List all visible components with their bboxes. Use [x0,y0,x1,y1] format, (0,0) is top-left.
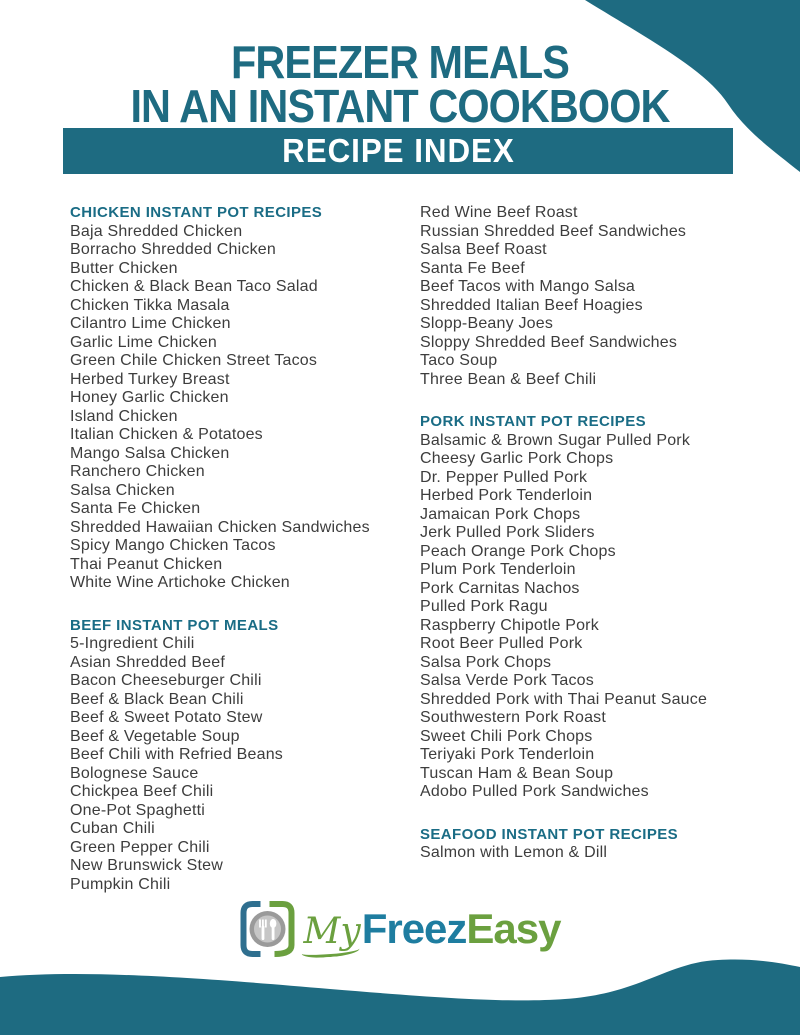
recipe-item: Sweet Chili Pork Chops [420,727,593,745]
recipe-item: Raspberry Chipotle Pork [420,616,599,634]
recipe-item: Root Beer Pulled Pork [420,635,583,652]
recipe-item: Chickpea Beef Chili [70,783,214,800]
recipe-item: Cuban Chili [70,820,155,837]
recipe-item: Mango Salsa Chicken [70,444,230,462]
recipe-item: Bolognese Sauce [70,764,199,782]
logo-text-freez: Freez [361,905,468,952]
section-header: PORK INSTANT POT RECIPES [420,413,647,430]
section-header: CHICKEN INSTANT POT RECIPES [70,204,323,221]
recipe-item: Slopp-Beany Joes [420,315,554,332]
recipe-item: 5-Ingredient Chili [70,635,195,652]
recipe-item: Plum Pork Tenderloin [420,561,576,578]
recipe-column-right: Red Wine Beef Roast Russian Shredded Beef… [420,204,780,887]
recipe-item: Teriyaki Pork Tenderloin [420,746,595,763]
recipe-item: Salsa Pork Chops [420,653,552,671]
plate-center [253,915,281,943]
recipe-item: Borracho Shredded Chicken [70,241,277,258]
recipe-item: Russian Shredded Beef Sandwiches [420,222,687,240]
recipe-item: Italian Chicken & Potatoes [70,426,263,443]
logo-text-my: My [301,914,361,960]
recipe-item: Thai Peanut Chicken [70,555,223,573]
recipe-item: Three Bean & Beef Chili [420,370,597,388]
recipe-item: Beef & Sweet Potato Stew [70,709,263,726]
page-title: FREEZER MEALS IN AN INSTANT COOKBOOK [40,36,760,132]
recipe-index-banner-label: RECIPE INDEX [281,132,515,169]
recipe-item: Taco Soup [420,352,498,369]
recipe-item: Chicken Tikka Masala [70,296,230,314]
recipe-item: Dr. Pepper Pulled Pork [420,468,588,486]
recipe-item: Salsa Verde Pork Tacos [420,672,594,689]
recipe-item: Red Wine Beef Roast [420,204,578,221]
recipe-item: New Brunswick Stew [70,857,223,874]
recipe-item: Southwestern Pork Roast [420,709,607,726]
recipe-item: Jerk Pulled Pork Sliders [420,524,595,541]
recipe-section: CHICKEN INSTANT POT RECIPES Baja Shredded… [70,204,415,593]
myfreezeasy-logo: My Freez Easy [239,899,562,960]
logo-underline-swash [301,941,360,960]
section-header: SEAFOOD INSTANT POT RECIPES [420,825,679,843]
recipe-item: Cheesy Garlic Pork Chops [420,450,614,467]
recipe-item: Bacon Cheeseburger Chili [70,672,262,689]
fork-icon [259,919,267,940]
page-title-line2: IN AN INSTANT COOKBOOK [130,80,670,132]
recipe-item: Peach Orange Pork Chops [420,542,616,560]
page-title-line1: FREEZER MEALS [231,36,570,88]
recipe-item: Shredded Pork with Thai Peanut Sauce [420,690,708,708]
recipe-section: SEAFOOD INSTANT POT RECIPES Salmon with L… [420,826,780,863]
logo-text-easy: Easy [466,905,561,952]
recipe-column-left: CHICKEN INSTANT POT RECIPES Baja Shredded… [70,204,415,918]
recipe-item: Asian Shredded Beef [70,653,226,671]
myfreezeasy-plate-icon [240,901,295,957]
recipe-item: Green Pepper Chili [70,838,210,856]
recipe-section: PORK INSTANT POT RECIPES Balsamic & Brown… [420,413,780,802]
recipe-item: Beef Chili with Refried Beans [70,746,284,763]
recipe-item: Sloppy Shredded Beef Sandwiches [420,333,678,351]
icon-right-bracket [269,901,295,957]
recipe-item: Salsa Chicken [70,481,175,499]
recipe-item: Herbed Pork Tenderloin [420,487,593,504]
recipe-item: Pulled Pork Ragu [420,598,548,615]
recipe-item: Pumpkin Chili [70,875,171,893]
recipe-item: Shredded Hawaiian Chicken Sandwiches [70,518,370,536]
recipe-item: Beef & Vegetable Soup [70,727,240,745]
footer-wave-shape [0,959,800,1035]
recipe-item: Green Chile Chicken Street Tacos [70,352,318,369]
recipe-item: White Wine Artichoke Chicken [70,574,290,591]
recipe-item: Adobo Pulled Pork Sandwiches [420,783,649,800]
recipe-item: Chicken & Black Bean Taco Salad [70,278,318,295]
recipe-item: Island Chicken [70,407,178,425]
recipe-section: BEEF INSTANT POT MEALS 5-Ingredient Chili… [70,617,415,895]
section-header: BEEF INSTANT POT MEALS [70,616,279,634]
recipe-item: Baja Shredded Chicken [70,222,243,240]
recipe-item: Salsa Beef Roast [420,241,547,258]
recipe-item: Pork Carnitas Nachos [420,579,580,597]
recipe-item: Santa Fe Chicken [70,500,201,517]
recipe-item: Tuscan Ham & Bean Soup [420,764,614,782]
recipe-item: Herbed Turkey Breast [70,370,230,388]
myfreezeasy-wordmark: My Freez Easy [301,905,562,960]
icon-left-bracket [240,901,261,957]
recipe-item: Butter Chicken [70,259,178,277]
recipe-index-banner: RECIPE INDEX [63,128,733,174]
recipe-item: Shredded Italian Beef Hoagies [420,296,643,314]
recipe-item: Cilantro Lime Chicken [70,315,231,332]
recipe-section: Red Wine Beef Roast Russian Shredded Beef… [420,204,780,389]
spoon-icon [269,918,277,940]
recipe-item: Jamaican Pork Chops [420,505,581,523]
recipe-item: One-Pot Spaghetti [70,801,206,819]
recipe-item: Spicy Mango Chicken Tacos [70,537,276,554]
recipe-item: Beef & Black Bean Chili [70,690,244,708]
recipe-item: Honey Garlic Chicken [70,389,229,406]
recipe-item: Salmon with Lemon & Dill [420,844,608,861]
recipe-item: Beef Tacos with Mango Salsa [420,278,636,295]
recipe-item: Santa Fe Beef [420,259,525,277]
recipe-item: Garlic Lime Chicken [70,333,217,351]
recipe-item: Ranchero Chicken [70,463,205,480]
recipe-item: Balsamic & Brown Sugar Pulled Pork [420,431,691,449]
